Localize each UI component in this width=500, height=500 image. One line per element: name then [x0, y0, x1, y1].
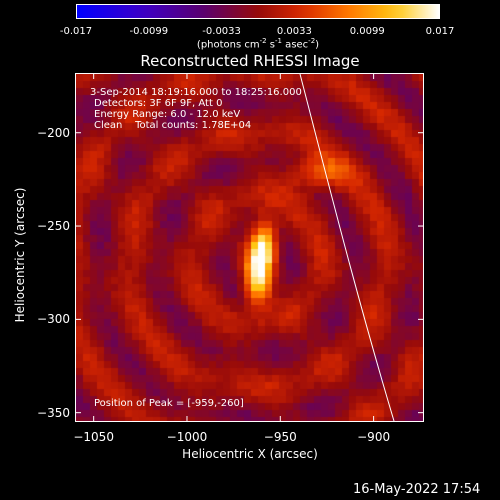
x-axis-label: Heliocentric X (arcsec): [182, 447, 318, 461]
y-tick-label: −350: [37, 405, 70, 420]
x-tick-label: −900: [357, 430, 391, 444]
colorbar-tick-label: 0.0099: [349, 26, 385, 37]
y-axis-label: Heliocentric Y (arcsec): [13, 187, 27, 323]
x-tick-label: −1000: [166, 430, 208, 444]
annotation-clean-counts: Clean Total counts: 1.78E+04: [94, 120, 252, 131]
colorbar-units-label: (photons cm-2 s-1 asec-2): [196, 37, 320, 51]
colorbar-tick-label: 0.017: [425, 26, 455, 37]
heatmap-plot-area: 3-Sep-2014 18:19:16.000 to 18:25:16.000 …: [75, 73, 424, 422]
heatmap-image: [76, 74, 423, 421]
footer-timestamp: 16-May-2022 17:54: [353, 482, 481, 497]
colorbar: [76, 4, 440, 19]
colorbar-tick-label: -0.0033: [202, 26, 241, 37]
y-tick-label: −300: [37, 312, 70, 327]
y-tick-label: −200: [37, 125, 70, 140]
annotation-time-range: 3-Sep-2014 18:19:16.000 to 18:25:16.000: [90, 87, 302, 98]
colorbar-ticks: -0.017 -0.0099 -0.0033 0.0033 0.0099 0.017: [0, 0, 500, 40]
colorbar-tick-label: -0.017: [59, 26, 93, 37]
colorbar-tick-label: 0.0033: [276, 26, 312, 37]
x-tick-label: −1050: [73, 430, 114, 444]
annotation-peak-position: Position of Peak = [-959,-260]: [94, 398, 244, 409]
chart-title: Reconstructed RHESSI Image: [140, 52, 360, 70]
colorbar-tick-label: -0.0099: [129, 26, 169, 37]
solar-limb-line: [299, 74, 395, 421]
heatmap-overlay: [299, 74, 395, 421]
annotation-detectors: Detectors: 3F 6F 9F, Att 0: [94, 98, 223, 109]
annotation-energy-range: Energy Range: 6.0 - 12.0 keV: [94, 109, 241, 120]
y-tick-label: −250: [37, 219, 70, 234]
x-tick-label: −950: [263, 430, 297, 444]
